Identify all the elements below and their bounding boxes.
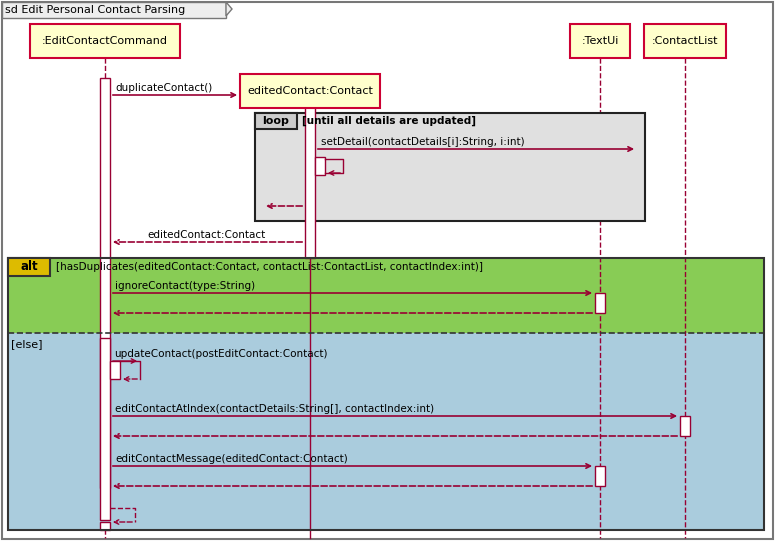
Bar [8, 258, 764, 333]
Text: editedContact:Contact: editedContact:Contact [247, 86, 373, 96]
Text: editedContact:Contact: editedContact:Contact [148, 230, 266, 240]
Bar [100, 522, 110, 530]
Bar [315, 157, 325, 175]
Bar [2, 2, 226, 18]
Bar [595, 466, 605, 486]
Text: alt: alt [20, 261, 38, 274]
Text: updateContact(postEditContact:Contact): updateContact(postEditContact:Contact) [114, 349, 328, 359]
Text: editContactAtIndex(contactDetails:String[], contactIndex:int): editContactAtIndex(contactDetails:String… [115, 404, 434, 414]
Text: editContactMessage(editedContact:Contact): editContactMessage(editedContact:Contact… [115, 454, 348, 464]
Text: :EditContactCommand: :EditContactCommand [42, 36, 168, 46]
Polygon shape [226, 2, 232, 16]
Bar [595, 293, 605, 313]
Text: ignoreContact(type:String): ignoreContact(type:String) [115, 281, 255, 291]
Text: [else]: [else] [11, 339, 43, 349]
Bar [8, 258, 50, 276]
Text: sd Edit Personal Contact Parsing: sd Edit Personal Contact Parsing [5, 5, 185, 15]
Bar [110, 361, 120, 379]
Bar [255, 113, 297, 129]
Bar [240, 74, 380, 108]
Bar [570, 24, 630, 58]
Text: :ContactList: :ContactList [652, 36, 718, 46]
Bar [8, 258, 764, 530]
Text: [hasDuplicates(editedContact:Contact, contactList:ContactList, contactIndex:int): [hasDuplicates(editedContact:Contact, co… [56, 262, 483, 272]
Bar [644, 24, 726, 58]
Bar [30, 24, 180, 58]
Text: setDetail(contactDetails[i]:String, i:int): setDetail(contactDetails[i]:String, i:in… [321, 137, 525, 147]
Text: loop: loop [263, 116, 289, 126]
Bar [100, 78, 110, 488]
Text: duplicateContact(): duplicateContact() [115, 83, 212, 93]
Bar [680, 416, 690, 436]
Text: [until all details are updated]: [until all details are updated] [302, 116, 476, 126]
Bar [8, 333, 764, 530]
Bar [305, 98, 315, 258]
Text: :TextUi: :TextUi [581, 36, 618, 46]
Bar [255, 113, 645, 221]
Bar [100, 338, 110, 520]
